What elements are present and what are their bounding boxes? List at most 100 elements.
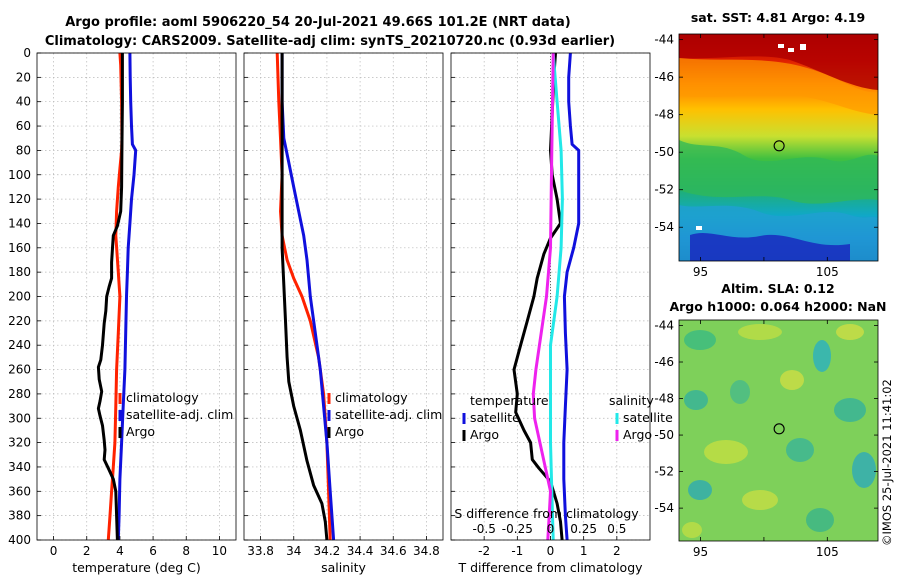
legend-label: satellite [470,410,520,425]
figure-title-line2: Climatology: CARS2009. Satellite-adj cli… [45,34,615,49]
x-tick-label: -1 [511,544,523,558]
legend-label: climatology [126,390,199,405]
map-y-tick-label: -54 [654,220,674,234]
map-x-tick-label: 105 [816,545,839,559]
series-temperature-satellite [562,52,581,541]
temperature-panel: 0 2 4 6 8 10 temperature (deg C) 0 20 40 60 80 100 12… [8,46,237,575]
salinity-panel: 33.8 34 34.2 34.4 34.6 34.8 salinity climatolog… [243,52,444,575]
legend-label: climatology [335,390,408,405]
s-difference-tick-label: 0.25 [570,522,597,536]
y-tick-label: 380 [8,509,31,523]
x-tick-label: 4 [116,544,124,558]
y-tick-label: 40 [16,95,31,109]
x-tick-label: 2 [613,544,621,558]
x-tick-label: 1 [580,544,588,558]
legend-label: Argo [623,427,652,442]
series-satellite-adj-clim [116,52,138,541]
y-tick-label: 200 [8,290,31,304]
y-tick-label: 160 [8,241,31,255]
map-y-tick-label: -52 [654,465,674,479]
series-argo [280,53,329,541]
map-y-tick-label: -48 [654,108,674,122]
y-tick-label: 280 [8,387,31,401]
y-tick-label: 240 [8,338,31,352]
s-difference-tick-label: 0.5 [607,522,626,536]
y-tick-label: 220 [8,314,31,328]
map-x-tick-label: 105 [816,265,839,279]
s-difference-axis-label: S difference from climatology [454,506,639,521]
x-tick-label: 0 [50,544,58,558]
y-tick-label: 20 [16,70,31,84]
sla-map-title-line2: Argo h1000: 0.064 h2000: NaN [669,299,886,314]
y-tick-label: 80 [16,143,31,157]
x-tick-label: 33.8 [247,544,274,558]
y-tick-label: 120 [8,192,31,206]
sst-axes: 95 105 -44 -46 -48 -50 -52 -54 [654,33,878,279]
legend-group-title: temperature [470,393,549,408]
x-axis-label: T difference from climatology [457,560,643,575]
series-salinity-argo [531,52,555,541]
y-tick-label: 400 [8,533,31,547]
y-tick-label: 0 [23,46,31,60]
y-tick-label: 100 [8,168,31,182]
map-x-tick-label: 95 [693,265,708,279]
s-difference-tick-label: -0.25 [502,522,533,536]
x-tick-label: 34.2 [314,544,341,558]
map-y-tick-label: -52 [654,183,674,197]
x-tick-label: 6 [149,544,157,558]
x-axis-label: temperature (deg C) [72,560,201,575]
map-y-tick-label: -44 [654,318,674,332]
series-salinity-satellite [549,52,564,541]
s-difference-tick-label: 0 [547,522,555,536]
x-tick-label: 10 [212,544,227,558]
x-tick-label: -2 [478,544,490,558]
x-tick-label: 34.8 [413,544,440,558]
y-tick-label: 360 [8,484,31,498]
y-tick-label: 320 [8,436,31,450]
sst-map-title: sat. SST: 4.81 Argo: 4.19 [691,10,865,25]
legend-label: Argo [335,424,364,439]
map-y-tick-label: -46 [654,355,674,369]
y-tick-label: 340 [8,460,31,474]
y-tick-label: 140 [8,216,31,230]
series-temperature-argo [512,52,564,541]
x-tick-label: 0 [547,544,555,558]
map-y-tick-label: -50 [654,145,674,159]
legend-label: satellite [623,410,673,425]
sst-field [679,34,878,261]
y-tick-label: 60 [16,119,31,133]
sla-axes: 95 105 -44 -46 -48 -50 -52 -54 [654,318,878,559]
x-tick-label: 34.6 [380,544,407,558]
sst-map: sat. SST: 4.81 Argo: 4.19 95 105 -44 -46 -48… [654,10,879,279]
sla-field [679,320,878,541]
series-argo [96,53,124,541]
map-y-tick-label: -54 [654,501,674,515]
x-tick-label: 2 [83,544,91,558]
x-tick-label: 34 [286,544,301,558]
map-y-tick-label: -44 [654,33,674,47]
s-difference-tick-label: -0.5 [472,522,495,536]
legend-label: Argo [126,424,155,439]
y-tick-label: 260 [8,363,31,377]
figure-title-line1: Argo profile: aoml 5906220_54 20-Jul-202… [65,15,571,30]
y-tick-label: 300 [8,411,31,425]
x-axis-label: salinity [321,560,366,575]
series-satellite-adj-clim [280,53,336,541]
map-y-tick-label: -50 [654,428,674,442]
legend-label: Argo [470,427,499,442]
sla-map: Altim. SLA: 0.12 Argo h1000: 0.064 h2000… [654,281,886,559]
legend-label: satellite-adj. clim [335,407,442,422]
map-y-tick-label: -48 [654,392,674,406]
legend-group-title: salinity [609,393,654,408]
argo-location-marker [773,140,785,152]
difference-panel: -2 -1 0 1 2 T difference from climatology temp… [450,52,673,575]
imos-stamp: ©IMOS 25-Jul-2021 11:41:02 [880,379,894,546]
x-tick-label: 34.4 [347,544,374,558]
sla-map-title-line1: Altim. SLA: 0.12 [721,281,834,296]
map-y-tick-label: -46 [654,70,674,84]
argo-location-marker [773,423,785,435]
y-tick-label: 180 [8,265,31,279]
x-tick-label: 8 [182,544,190,558]
map-x-tick-label: 95 [693,545,708,559]
